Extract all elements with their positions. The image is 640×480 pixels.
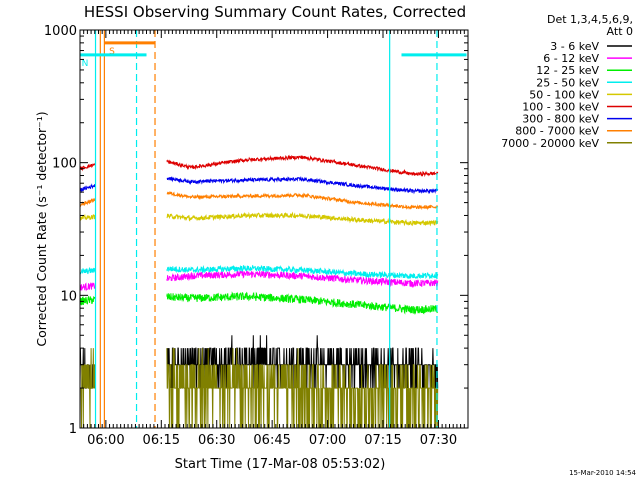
series-line (166, 154, 439, 178)
x-tick-label: 06:30 (198, 433, 235, 448)
y-tick-label: 1 (69, 422, 77, 437)
series-line (80, 197, 96, 208)
series-line (166, 176, 439, 195)
plot-frame (79, 29, 469, 429)
series-line (166, 264, 439, 280)
series-line (80, 295, 96, 306)
series-layer (80, 154, 439, 428)
marker-layer: SN (80, 30, 467, 428)
series-line (166, 211, 439, 227)
legend-label: 800 - 7000 keV (515, 125, 599, 138)
series-line (166, 348, 439, 428)
legend-label: 6 - 12 keV (543, 52, 599, 65)
y-tick-label: 1000 (44, 24, 77, 39)
series-line (166, 190, 439, 211)
legend-header: Det 1,3,4,5,6,9, (547, 13, 633, 26)
legend-header: Att 0 (607, 25, 633, 38)
legend-label: 100 - 300 keV (522, 101, 599, 114)
legend-label: 50 - 100 keV (529, 88, 599, 101)
generation-date: 15-Mar-2010 14:54 (569, 469, 636, 477)
series-line (80, 282, 96, 292)
x-axis-label: Start Time (17-Mar-08 05:53:02) (175, 457, 386, 472)
flag-label: S (109, 47, 115, 57)
y-tick-label: 100 (52, 157, 77, 172)
legend-label: 25 - 50 keV (536, 76, 599, 89)
series-line (80, 183, 96, 194)
chart-title: HESSI Observing Summary Count Rates, Cor… (84, 3, 466, 21)
x-tick-label: 06:45 (253, 433, 290, 448)
series-line (166, 269, 439, 288)
series-line (166, 291, 438, 316)
legend-label: 300 - 800 keV (522, 113, 599, 126)
x-tick-label: 07:30 (420, 433, 457, 448)
x-tick-label: 07:15 (364, 433, 401, 448)
series-line (80, 266, 96, 275)
y-axis-label: Corrected Count Rate (s⁻¹ detector⁻¹) (34, 111, 49, 346)
y-tick-label: 10 (60, 289, 77, 304)
flag-label: N (82, 59, 89, 69)
legend-label: 3 - 6 keV (550, 40, 599, 53)
x-tick-label: 06:15 (143, 433, 180, 448)
series-line (80, 161, 96, 172)
axis-layer: 1 10 100 1000 06:00 06:15 06:30 06:45 07:00 07:15… (44, 24, 469, 448)
x-tick-label: 06:00 (87, 433, 124, 448)
legend-label: 12 - 25 keV (536, 64, 599, 77)
legend-label: 7000 - 20000 keV (501, 137, 599, 150)
x-tick-label: 07:00 (309, 433, 346, 448)
series-line (80, 213, 96, 221)
